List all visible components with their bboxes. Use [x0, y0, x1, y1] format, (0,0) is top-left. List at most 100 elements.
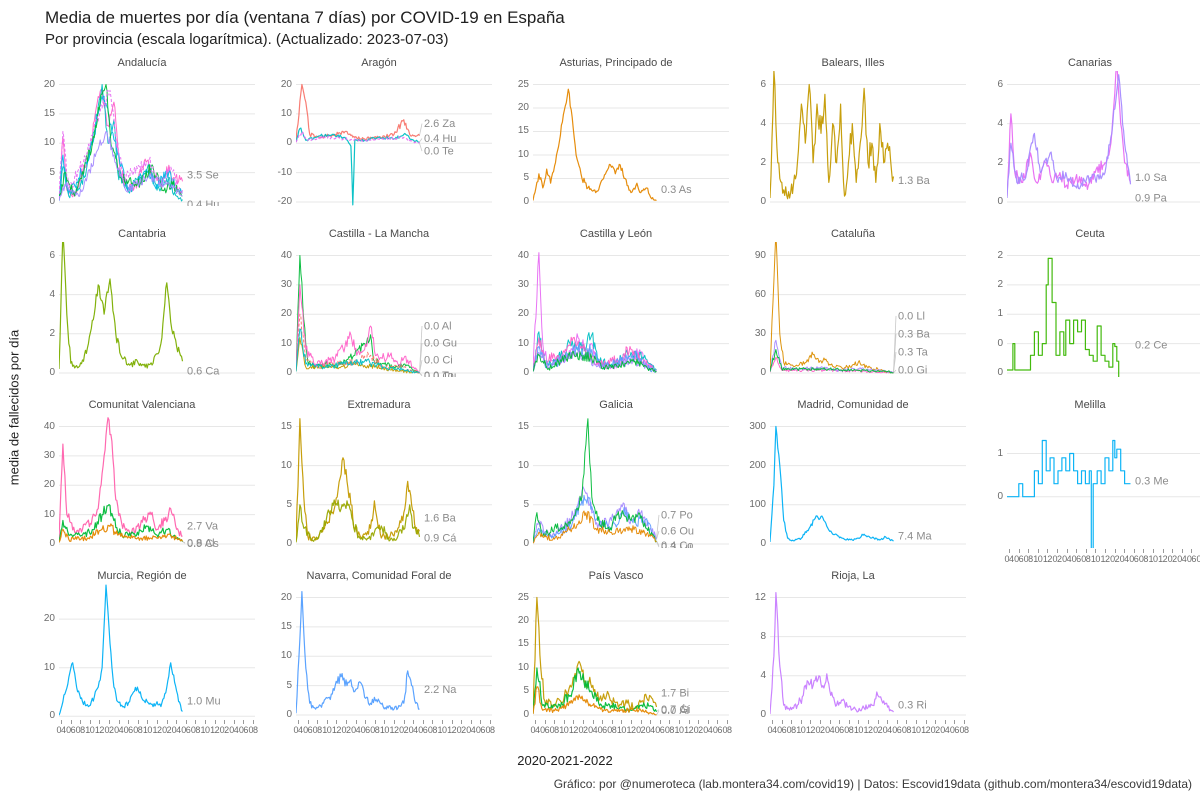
x-tick-label: 02 [104, 725, 114, 735]
facet-title: Canarias [1067, 57, 1113, 69]
facet-title: Asturias, Principado de [559, 57, 673, 69]
y-tick-label: 0 [286, 708, 292, 720]
x-tick-label: 12 [568, 725, 579, 735]
series-line [770, 242, 894, 374]
x-tick-label: 04 [56, 725, 66, 735]
x-axis: 04 06 08 10 12 02 04 06 08 10 12 02 04 06 08 10 12 02 04 06… [1004, 548, 1200, 570]
x-tick-label: 06 [597, 725, 608, 735]
x-tick-label: 02 [399, 725, 409, 735]
y-tick-label: 0 [523, 366, 529, 378]
y-tick-label: 1 [997, 308, 1003, 320]
x-tick-label: 04 [882, 725, 893, 735]
x-tick-label: 02 [456, 725, 467, 735]
series-line [1007, 257, 1120, 377]
facet-plot: 1.0 Sa 0.9 Pa [1007, 71, 1200, 205]
y-tick-label: 10 [280, 107, 292, 119]
x-tick-mark [1181, 549, 1183, 553]
x-tick-label: 06 [1186, 554, 1197, 564]
y-tick-label: 30 [754, 327, 766, 339]
y-tick-label: 20 [43, 613, 55, 625]
x-tick-mark [1162, 549, 1164, 553]
y-tick-label: 20 [280, 78, 292, 90]
x-tick-mark [1076, 549, 1078, 553]
facet-title: Galicia [599, 399, 633, 411]
series-value-label: 0.9 Cs [187, 538, 219, 548]
series-value-label: 0.8 Al [187, 537, 215, 548]
x-tick-mark [717, 720, 719, 724]
y-tick-label: 30 [280, 278, 292, 290]
x-tick-label: 08 [133, 725, 143, 735]
y-tick-label: 6 [760, 78, 766, 90]
facet-panel: Galicia 15 10 5 0 0.7 Po 0.6 Ou 0.4 Co 0.3 Lu [507, 398, 729, 548]
x-tick-label: 10 [559, 725, 569, 735]
y-tick-label: 0 [523, 708, 529, 720]
facet-plot [533, 252, 729, 374]
x-tick-mark [118, 720, 120, 724]
x-tick-label: 08 [844, 725, 854, 735]
x-tick-label: 08 [190, 725, 201, 735]
x-tick-mark [384, 720, 386, 724]
facet-plot: 2.6 Za 0.4 Hu0.0 Te [296, 83, 492, 206]
facet-plot: 0.2 Ce [1007, 255, 1200, 377]
x-tick-mark [1009, 549, 1010, 553]
y-tick-label: 15 [517, 638, 529, 650]
x-tick-mark [896, 720, 898, 724]
x-tick-label: 04 [1119, 554, 1130, 564]
x-axis: 04 06 08 10 12 02 04 06 08 10 12 02 04 06 08 10 12 02 04 06… [767, 719, 969, 741]
y-tick-label: 10 [43, 661, 55, 673]
series-line [1007, 439, 1131, 548]
series-line [59, 95, 183, 201]
x-tick-mark [137, 720, 139, 724]
x-tick-mark [906, 720, 908, 724]
series-value-label: 7.4 Ma [898, 531, 933, 543]
facet-panel: Madrid, Comunidad de 300 200 100 0 7.4 Ma [744, 398, 966, 548]
x-tick-mark [1133, 549, 1135, 553]
x-tick-label: 04 [940, 725, 950, 735]
x-tick-mark [602, 720, 604, 724]
x-tick-mark [935, 720, 937, 724]
series-line [59, 503, 184, 542]
x-tick-mark [1028, 549, 1030, 553]
series-value-label: 2.6 Za [424, 118, 456, 130]
series-line [296, 328, 420, 374]
series-value-label: 3.5 Se [187, 169, 219, 181]
x-tick-mark [214, 720, 216, 724]
x-tick-mark [621, 720, 623, 724]
x-tick-label: 08 [1023, 554, 1034, 564]
x-tick-label: 08 [1196, 554, 1200, 564]
x-tick-label: 10 [911, 725, 921, 735]
x-tick-label: 10 [200, 725, 210, 735]
x-tick-mark [243, 720, 245, 724]
y-tick-label: -10 [277, 166, 292, 178]
x-tick-mark [669, 720, 671, 724]
series-line [533, 510, 657, 544]
y-tick-label: 0 [49, 710, 55, 722]
facet-plot: 3.5 Se 0.4 Hu [59, 84, 255, 206]
facet-plot: 0.3 Ri [770, 592, 966, 716]
y-tick-label: 20 [517, 101, 529, 113]
series-value-label: 0.0 Ál [661, 704, 689, 717]
x-tick-mark [166, 720, 168, 724]
series-value-label: 0.0 Al [424, 320, 452, 332]
y-tick-label: 15 [517, 420, 529, 432]
x-tick-label: 12 [389, 725, 399, 735]
facet-plot: 1.6 Ba 0.9 Cá [296, 418, 492, 544]
x-tick-label: 08 [722, 725, 732, 735]
x-tick-label: 02 [930, 725, 941, 735]
facet-panel: Cataluña 90 60 30 0 0.0 Ll 0.3 Ba 0.3 Ta 0.0 Gi [744, 227, 966, 377]
facet-panel: Extremadura 15 10 5 0 1.6 Ba 0.9 Cá [270, 398, 492, 548]
facet-plot: 0.3 Me [1007, 439, 1200, 548]
facet-panel: País Vasco 25 20 15 10 5 0 1.7 Bi 0.7 Gi 0.0 Ál 04… [507, 569, 732, 741]
series-line [770, 339, 894, 374]
series-line [533, 350, 657, 373]
x-tick-mark [727, 720, 728, 724]
series-line [533, 494, 657, 543]
series-value-label: 0.9 Cá [424, 532, 457, 544]
x-tick-mark [810, 720, 812, 724]
x-tick-mark [858, 720, 860, 724]
y-tick-label: 2 [49, 327, 55, 339]
x-tick-label: 02 [578, 725, 588, 735]
series-value-label: 0.0 To [424, 370, 454, 377]
y-tick-label: 0 [760, 195, 766, 207]
